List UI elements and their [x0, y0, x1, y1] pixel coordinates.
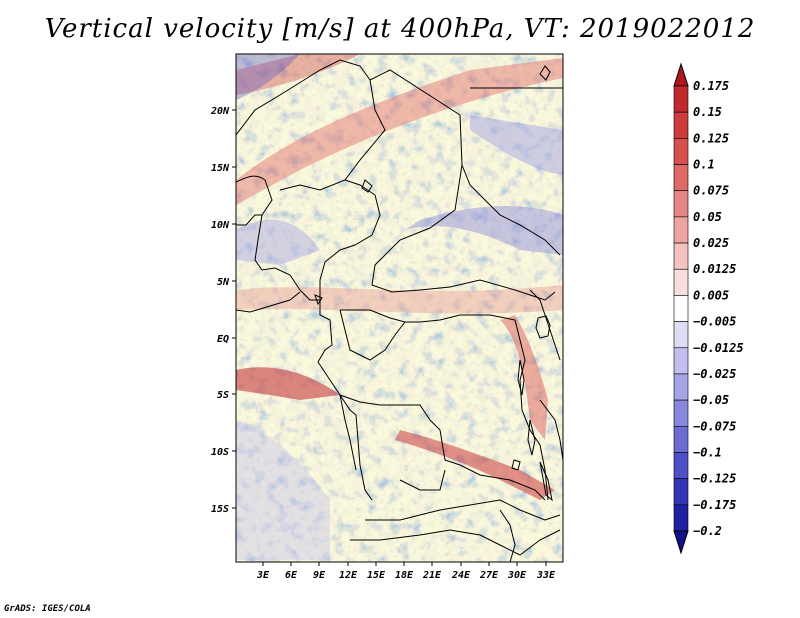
lon-label: 27E	[479, 570, 499, 581]
colorbar-label: 0.075	[693, 184, 729, 198]
longitude-axis	[262, 562, 547, 566]
colorbar-label: 0.175	[693, 79, 729, 93]
colorbar-label: 0.15	[693, 105, 722, 119]
chart-title: Vertical velocity [m/s] at 400hPa, VT: 2…	[44, 14, 756, 44]
lat-label: 15N	[211, 163, 230, 174]
colorbar-label: −0.05	[693, 393, 729, 407]
colorbar-segment	[673, 268, 689, 296]
colorbar-segment	[673, 216, 689, 244]
lon-label: 24E	[451, 570, 471, 581]
colorbar-segment	[673, 452, 689, 479]
colorbar-label: −0.125	[693, 472, 736, 486]
colorbar-segment	[673, 85, 689, 113]
colorbar-segment	[673, 504, 689, 532]
lakes	[314, 65, 553, 502]
colorbar-segment	[673, 164, 689, 192]
lat-label: 5N	[217, 277, 230, 288]
colorbar-top-arrow	[673, 62, 689, 87]
colorbar-label: −0.005	[693, 315, 736, 329]
lon-label: 3E	[256, 570, 270, 581]
latitude-labels: 20N 15N 10N 5N EQ 5S 10S 15S	[210, 106, 230, 515]
colorbar: 0.175 0.15 0.125 0.1 0.075 0.05 0.025 0.0125 0.0…	[673, 62, 744, 555]
lon-label: 18E	[395, 570, 414, 581]
colorbar-segment	[673, 321, 689, 349]
lat-label: 20N	[210, 106, 230, 117]
colorbar-label: 0.05	[693, 210, 722, 224]
colorbar-label: −0.175	[693, 498, 736, 512]
colorbar-segment	[673, 242, 689, 270]
colorbar-label: −0.2	[693, 524, 722, 538]
lat-label: 15S	[211, 504, 229, 515]
colorbar-label: 0.025	[693, 236, 729, 250]
lon-label: 15E	[367, 570, 386, 581]
colorbar-segment	[673, 111, 689, 139]
lat-label: 5S	[217, 390, 229, 401]
colorbar-bottom-arrow	[673, 530, 689, 555]
velocity-field	[236, 54, 563, 562]
colorbar-label: −0.0125	[693, 341, 744, 355]
country-borders	[236, 59, 563, 562]
colorbar-segment	[673, 478, 689, 506]
colorbar-label: 0.0125	[693, 262, 736, 276]
credit-label: GrADS: IGES/COLA	[4, 604, 91, 614]
lon-label: 12E	[339, 570, 358, 581]
colorbar-segment	[673, 190, 689, 218]
lat-label: 10S	[211, 447, 229, 458]
lon-label: 9E	[313, 570, 326, 581]
lat-label: 10N	[211, 220, 230, 231]
colorbar-label: −0.025	[693, 367, 736, 381]
lon-label: 6E	[285, 570, 298, 581]
lon-label: 30E	[507, 570, 527, 581]
latitude-axis	[232, 109, 236, 509]
colorbar-label: −0.075	[693, 419, 736, 433]
colorbar-label: 0.005	[693, 288, 729, 302]
colorbar-segment	[673, 373, 689, 401]
colorbar-label: 0.125	[693, 131, 729, 145]
lon-label: 33E	[536, 570, 556, 581]
lat-label: EQ	[217, 334, 229, 345]
map-frame	[235, 53, 564, 563]
colorbar-segment	[673, 347, 689, 375]
lon-label: 21E	[422, 570, 442, 581]
colorbar-segment	[673, 138, 689, 165]
colorbar-segment	[673, 399, 689, 427]
colorbar-segment	[673, 295, 689, 322]
colorbar-segment	[673, 425, 689, 453]
colorbar-label: 0.1	[693, 158, 715, 172]
longitude-labels: 3E 6E 9E 12E 15E 18E 21E 24E 27E 30E 33E	[256, 570, 556, 581]
colorbar-label: −0.1	[693, 445, 722, 459]
